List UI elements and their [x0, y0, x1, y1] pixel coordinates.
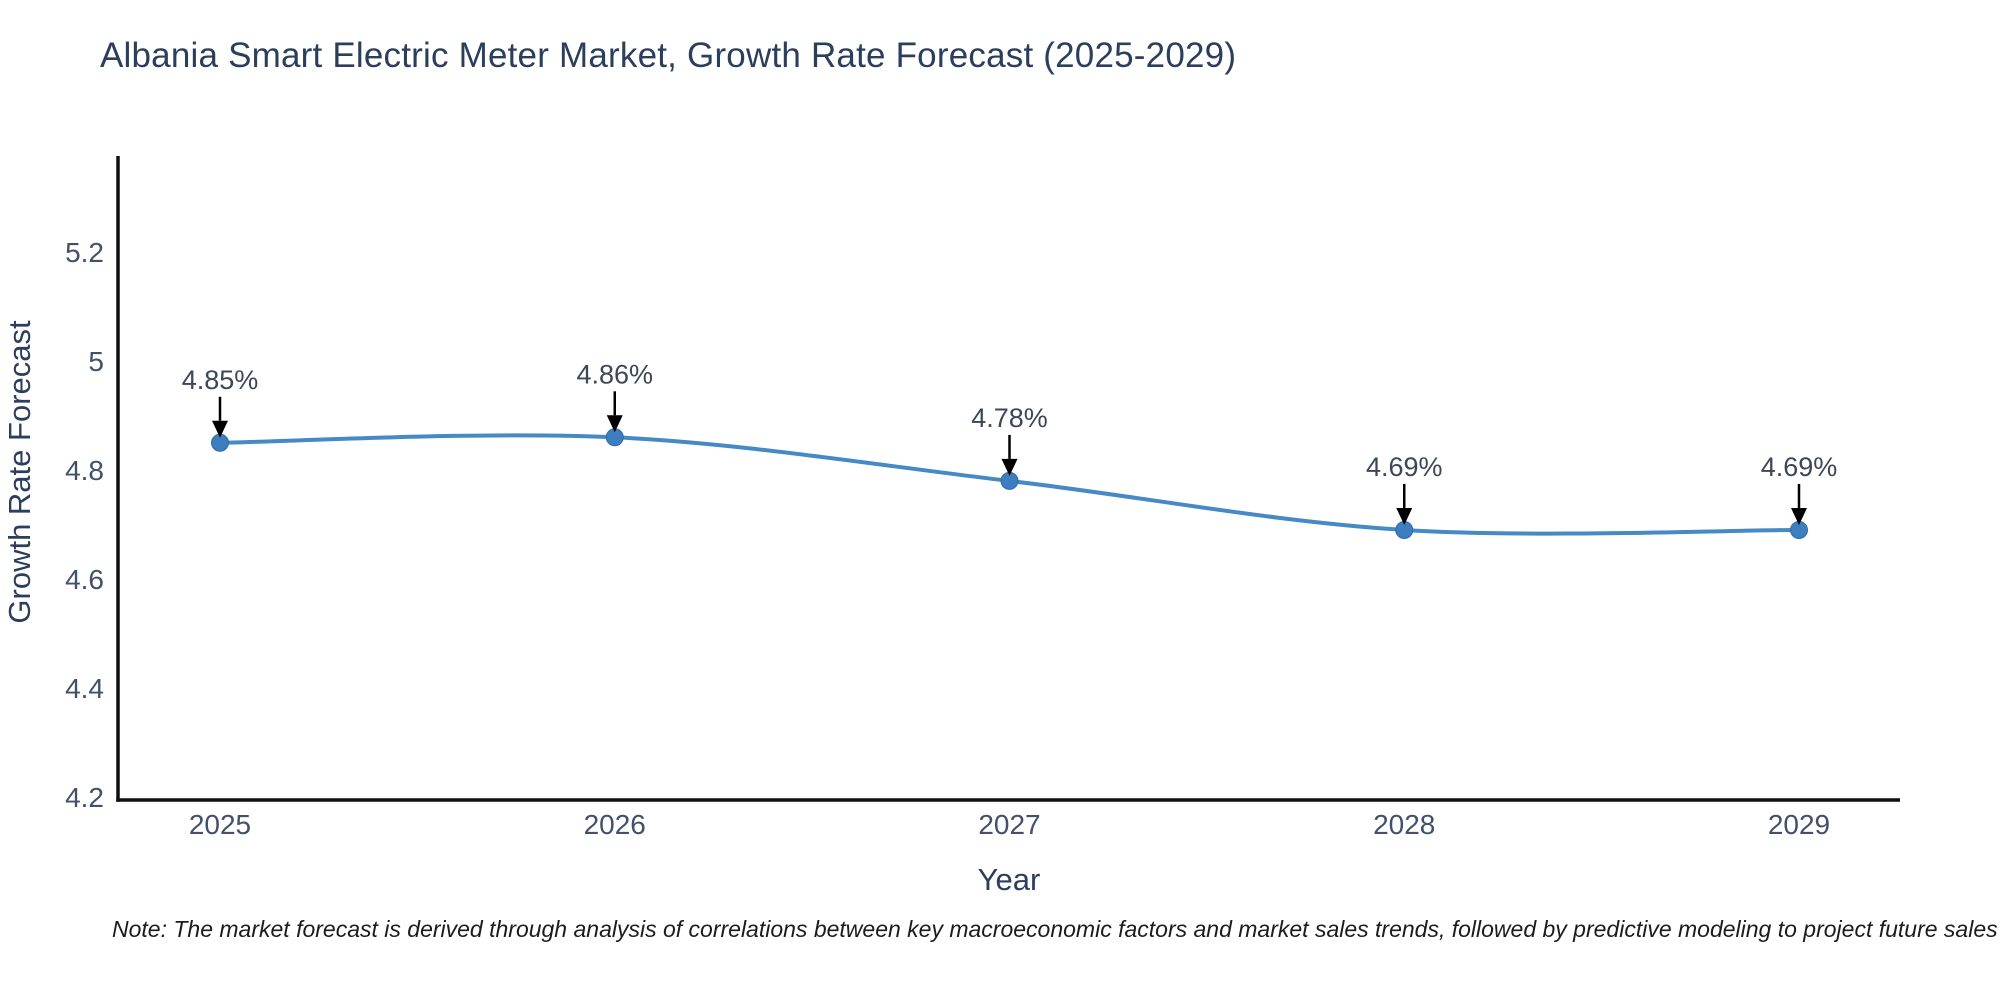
x-tick-label: 2028: [1373, 809, 1435, 840]
data-point-label: 4.86%: [576, 359, 653, 389]
annotation-arrowhead-icon: [606, 415, 623, 433]
annotation-arrowhead-icon: [1001, 458, 1018, 476]
x-tick-label: 2026: [584, 809, 646, 840]
annotation-arrowhead-icon: [1791, 507, 1807, 525]
y-tick-label: 4.4: [65, 673, 104, 704]
x-tick-label: 2027: [978, 809, 1040, 840]
y-tick-label: 4.6: [65, 564, 104, 595]
y-tick-label: 5.2: [65, 237, 104, 268]
y-axis-title: Growth Rate Forecast: [2, 320, 37, 624]
data-point-label: 4.69%: [1366, 452, 1443, 482]
data-point-label: 4.69%: [1761, 452, 1838, 482]
chart-title: Albania Smart Electric Meter Market, Gro…: [100, 36, 1237, 75]
y-tick-label: 4.2: [65, 782, 104, 813]
data-point-label: 4.85%: [182, 365, 259, 395]
footnote: Note: The market forecast is derived thr…: [112, 916, 1998, 942]
plot-generated-layer: 4.2 4.4 4.6 4.8 5 5.2 2025 2026 2027 2028 2029 4.85…: [65, 156, 1900, 840]
annotation-arrowhead-icon: [1396, 507, 1413, 525]
x-axis-title: Year: [978, 862, 1041, 897]
data-point-label: 4.78%: [971, 403, 1048, 433]
annotation-arrowhead-icon: [212, 420, 228, 438]
y-tick-label: 4.8: [65, 455, 104, 486]
x-tick-label: 2029: [1768, 809, 1830, 840]
y-tick-label: 5: [88, 346, 104, 377]
x-tick-label: 2025: [189, 809, 251, 840]
